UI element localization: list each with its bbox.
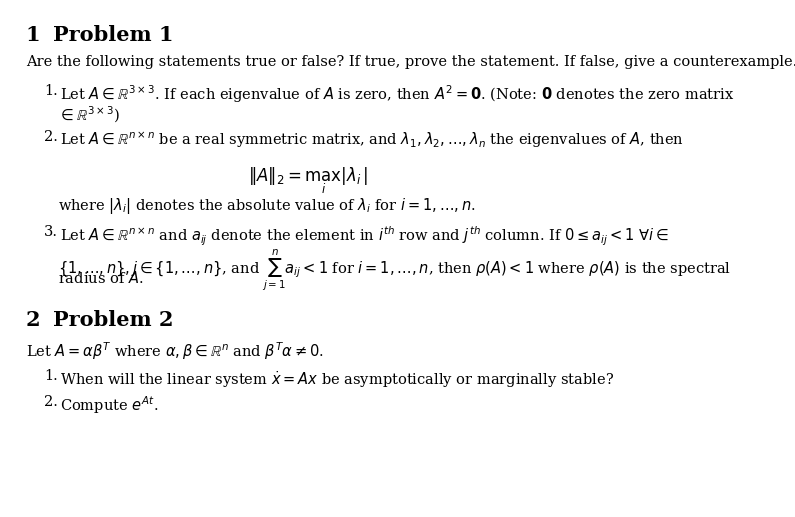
Text: 2: 2 [26,310,41,330]
Text: 3.: 3. [45,225,58,239]
Text: 2.: 2. [45,130,58,144]
Text: 1: 1 [26,24,41,44]
Text: Let $A \in \mathbb{R}^{3\times3}$. If each eigenvalue of $A$ is zero, then $A^2 : Let $A \in \mathbb{R}^{3\times3}$. If ea… [60,84,735,105]
Text: Let $A \in \mathbb{R}^{n\times n}$ be a real symmetric matrix, and $\lambda_1, \: Let $A \in \mathbb{R}^{n\times n}$ be a … [60,130,684,150]
Text: $\in \mathbb{R}^{3\times3}$): $\in \mathbb{R}^{3\times3}$) [58,104,120,125]
Text: Let $A = \alpha\beta^T$ where $\alpha, \beta \in \mathbb{R}^n$ and $\beta^T\alph: Let $A = \alpha\beta^T$ where $\alpha, \… [26,341,324,362]
Text: $\{1, \ldots, n\}, j \in \{1, \ldots, n\}$, and $\sum_{j=1}^{n} a_{ij} < 1$ for : $\{1, \ldots, n\}, j \in \{1, \ldots, n\… [58,248,731,293]
Text: where $|\lambda_i|$ denotes the absolute value of $\lambda_i$ for $i = 1, \ldots: where $|\lambda_i|$ denotes the absolute… [58,196,476,216]
Text: 1.: 1. [45,84,58,98]
Text: Compute $e^{At}$.: Compute $e^{At}$. [60,395,158,417]
Text: radius of $A$.: radius of $A$. [58,270,144,286]
Text: 1.: 1. [45,369,58,383]
Text: 2.: 2. [45,395,58,409]
Text: Problem 1: Problem 1 [53,24,174,44]
Text: When will the linear system $\dot{x} = Ax$ be asymptotically or marginally stabl: When will the linear system $\dot{x} = A… [60,369,615,390]
Text: Let $A \in \mathbb{R}^{n\times n}$ and $a_{ij}$ denote the element in $i^{th}$ r: Let $A \in \mathbb{R}^{n\times n}$ and $… [60,225,669,248]
Text: Problem 2: Problem 2 [53,310,174,330]
Text: $\|A\|_2 = \max_i |\lambda_i|$: $\|A\|_2 = \max_i |\lambda_i|$ [247,165,367,196]
Text: Are the following statements true or false? If true, prove the statement. If fal: Are the following statements true or fal… [26,55,795,69]
